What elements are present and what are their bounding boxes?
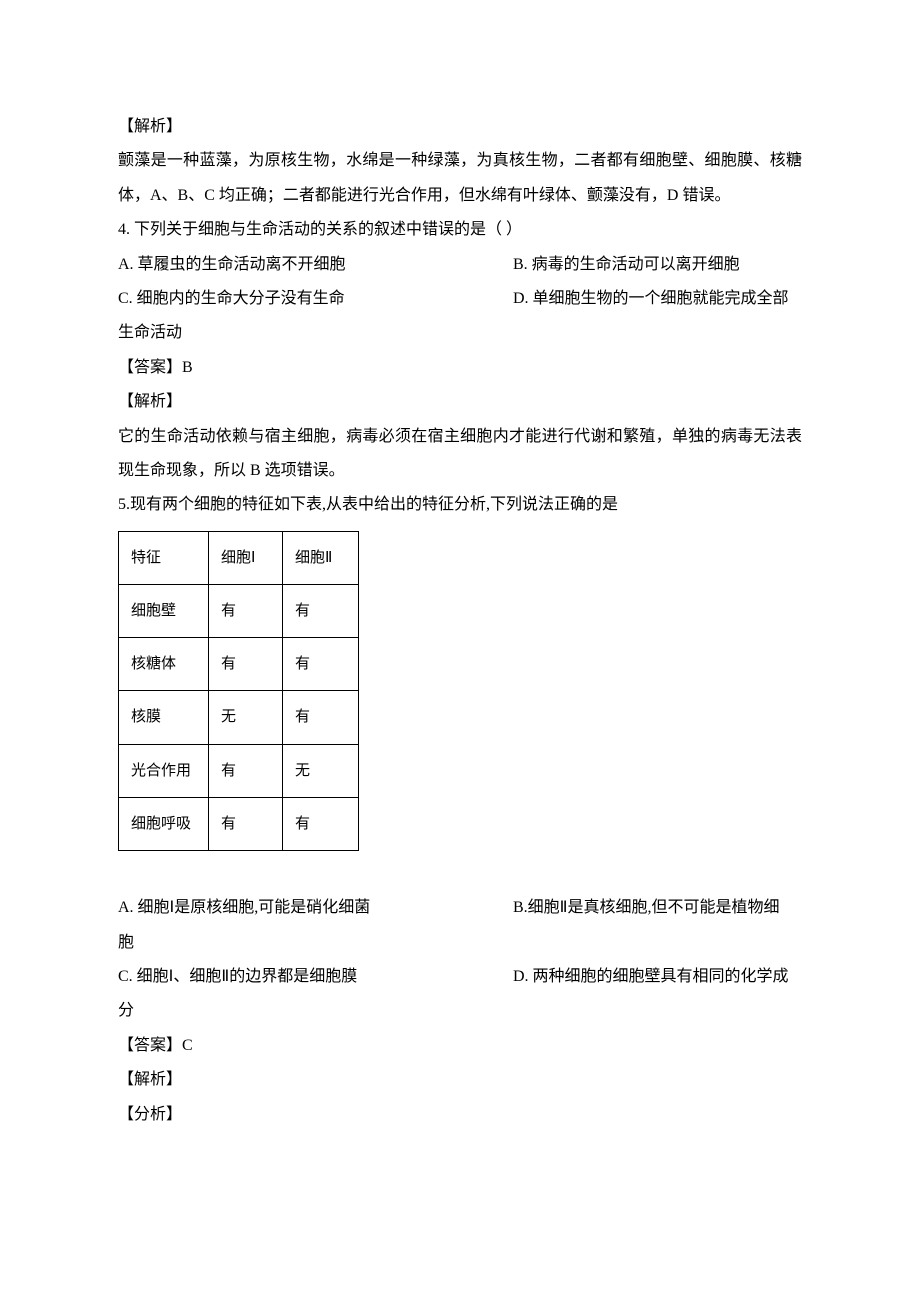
table-cell: 有	[283, 638, 359, 691]
q4-option-d-cont: 生命活动	[118, 316, 802, 350]
q4-options-row-2: C. 细胞内的生命大分子没有生命 D. 单细胞生物的一个细胞就能完成全部	[118, 282, 802, 316]
table-cell: 核膜	[119, 691, 209, 744]
q4-answer: 【答案】B	[118, 351, 802, 385]
q4-stem: 4. 下列关于细胞与生命活动的关系的叙述中错误的是（ ）	[118, 213, 802, 247]
q4-options-row-1: A. 草履虫的生命活动离不开细胞 B. 病毒的生命活动可以离开细胞	[118, 248, 802, 282]
q5-analysis2-label: 【分析】	[118, 1098, 802, 1132]
q4-analysis-text: 它的生命活动依赖与宿主细胞，病毒必须在宿主细胞内才能进行代谢和繁殖，单独的病毒无…	[118, 420, 802, 489]
table-row: 细胞壁 有 有	[119, 584, 359, 637]
table-cell: 有	[209, 584, 283, 637]
table-cell: 有	[283, 584, 359, 637]
q5-table: 特征 细胞Ⅰ 细胞Ⅱ 细胞壁 有 有 核糖体 有 有 核膜 无 有 光合作用 有…	[118, 531, 359, 852]
table-row: 光合作用 有 无	[119, 744, 359, 797]
q4-option-a: A. 草履虫的生命活动离不开细胞	[118, 248, 513, 282]
q5-option-b-cont: 胞	[118, 926, 802, 960]
table-cell: 核糖体	[119, 638, 209, 691]
q5-analysis-label: 【解析】	[118, 1063, 802, 1097]
q3-analysis-label: 【解析】	[118, 110, 802, 144]
table-cell: 有	[209, 638, 283, 691]
q5-answer: 【答案】C	[118, 1029, 802, 1063]
table-cell: 有	[209, 797, 283, 850]
q4-analysis-label: 【解析】	[118, 385, 802, 419]
table-cell: 有	[209, 744, 283, 797]
table-cell: 特征	[119, 531, 209, 584]
q4-option-b: B. 病毒的生命活动可以离开细胞	[513, 248, 802, 282]
q4-option-d: D. 单细胞生物的一个细胞就能完成全部	[513, 282, 802, 316]
q5-option-b: B.细胞Ⅱ是真核细胞,但不可能是植物细	[513, 891, 802, 925]
table-cell: 无	[283, 744, 359, 797]
table-cell: 细胞Ⅰ	[209, 531, 283, 584]
table-cell: 细胞呼吸	[119, 797, 209, 850]
q5-option-c: C. 细胞Ⅰ、细胞Ⅱ的边界都是细胞膜	[118, 960, 513, 994]
q5-options-row-2: C. 细胞Ⅰ、细胞Ⅱ的边界都是细胞膜 D. 两种细胞的细胞壁具有相同的化学成	[118, 960, 802, 994]
q4-option-c: C. 细胞内的生命大分子没有生命	[118, 282, 513, 316]
q5-options-row-1: A. 细胞Ⅰ是原核细胞,可能是硝化细菌 B.细胞Ⅱ是真核细胞,但不可能是植物细	[118, 891, 802, 925]
table-cell: 有	[283, 797, 359, 850]
q5-option-a: A. 细胞Ⅰ是原核细胞,可能是硝化细菌	[118, 891, 513, 925]
table-cell: 有	[283, 691, 359, 744]
q5-option-d-cont: 分	[118, 994, 802, 1028]
q3-analysis-text: 颤藻是一种蓝藻，为原核生物，水绵是一种绿藻，为真核生物，二者都有细胞壁、细胞膜、…	[118, 144, 802, 213]
table-cell: 细胞壁	[119, 584, 209, 637]
table-cell: 细胞Ⅱ	[283, 531, 359, 584]
table-row: 核膜 无 有	[119, 691, 359, 744]
q5-stem: 5.现有两个细胞的特征如下表,从表中给出的特征分析,下列说法正确的是	[118, 488, 802, 522]
table-cell: 光合作用	[119, 744, 209, 797]
table-row: 核糖体 有 有	[119, 638, 359, 691]
table-row: 细胞呼吸 有 有	[119, 797, 359, 850]
table-cell: 无	[209, 691, 283, 744]
q5-option-d: D. 两种细胞的细胞壁具有相同的化学成	[513, 960, 802, 994]
table-row: 特征 细胞Ⅰ 细胞Ⅱ	[119, 531, 359, 584]
